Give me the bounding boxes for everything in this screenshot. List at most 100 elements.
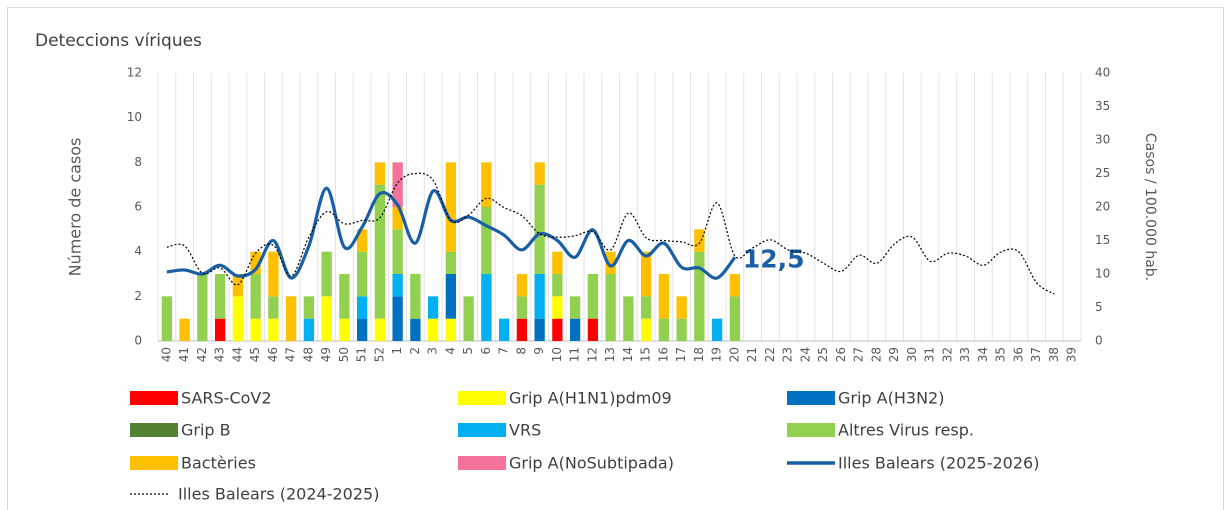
- legend-label: VRS: [509, 421, 541, 440]
- bar-segment: [516, 296, 528, 319]
- bar-segment: [534, 318, 545, 341]
- x-tick-label: 27: [852, 347, 866, 362]
- y-tick-label: 0: [134, 334, 142, 348]
- legend-swatch: [787, 423, 835, 437]
- x-tick-label: 22: [763, 347, 777, 362]
- bar-segment: [410, 318, 421, 341]
- legend-swatch: [130, 423, 178, 437]
- x-tick-label: 7: [497, 347, 511, 355]
- y-tick-label: 8: [134, 155, 142, 169]
- x-tick-label: 16: [656, 347, 670, 362]
- legend-label: Illes Balears (2025-2026): [838, 454, 1039, 473]
- legend-swatch: [458, 391, 506, 405]
- x-tick-label: 14: [621, 347, 635, 362]
- bar-segment: [250, 274, 261, 319]
- bar-segment: [392, 162, 403, 207]
- legend-label: Grip A(H3N2): [838, 389, 944, 408]
- x-tick-label: 15: [639, 347, 653, 362]
- y2-axis-label: Casos / 100.000 hab.: [1142, 133, 1158, 281]
- bar-segment: [427, 296, 439, 319]
- x-tick-label: 51: [355, 347, 369, 362]
- bar-segment: [445, 318, 457, 341]
- legend-label: Grip A(NoSubtipada): [509, 454, 674, 473]
- y2-tick-label: 35: [1095, 99, 1110, 113]
- x-tick-label: 31: [923, 347, 937, 362]
- x-tick-label: 2: [408, 347, 422, 355]
- x-tick-label: 40: [159, 347, 173, 362]
- x-tick-label: 21: [745, 347, 759, 362]
- bar-segment: [392, 274, 403, 297]
- x-tick-label: 43: [213, 347, 227, 362]
- legend-label: Illes Balears (2024-2025): [178, 485, 379, 504]
- bar-segment: [605, 274, 616, 341]
- bar-segment: [658, 274, 670, 319]
- x-tick-label: 17: [674, 347, 688, 362]
- bar-segment: [463, 296, 474, 341]
- legend-swatch: [458, 423, 506, 437]
- bar-segment: [481, 274, 492, 341]
- bar-segment: [427, 318, 439, 341]
- y-tick-label: 2: [134, 289, 142, 303]
- legend-swatch: [787, 391, 835, 405]
- bar-segment: [250, 251, 261, 274]
- x-tick-label: 47: [284, 347, 298, 362]
- legend-swatch: [130, 391, 178, 405]
- x-tick-label: 38: [1047, 347, 1061, 362]
- x-tick-label: 19: [710, 347, 724, 362]
- bar-segment: [339, 318, 350, 341]
- bar-segment: [481, 207, 492, 274]
- y2-tick-label: 40: [1095, 66, 1110, 80]
- x-tick-label: 24: [798, 347, 812, 362]
- bar-segment: [498, 318, 510, 341]
- bar-segment: [623, 296, 634, 341]
- bar-segment: [534, 162, 545, 185]
- x-tick-label: 52: [372, 347, 386, 362]
- bar-segment: [587, 274, 599, 319]
- bar-segment: [569, 318, 581, 341]
- bar-segment: [516, 318, 528, 341]
- bar-segment: [552, 251, 563, 274]
- x-tick-label: 20: [727, 347, 741, 362]
- x-tick-label: 25: [816, 347, 830, 362]
- bar-segment: [640, 296, 652, 319]
- x-tick-label: 42: [195, 347, 209, 362]
- bar-segment: [445, 251, 457, 274]
- bar-segment: [214, 318, 226, 341]
- bar-segment: [658, 318, 670, 341]
- x-tick-label: 35: [994, 347, 1008, 362]
- bar-segment: [321, 251, 332, 297]
- bar-segment: [374, 162, 386, 185]
- legend-label: Bactèries: [181, 454, 256, 473]
- legend-label: Grip A(H1N1)pdm09: [509, 389, 672, 408]
- data-label: 12,5: [743, 244, 805, 273]
- y2-tick-label: 30: [1095, 133, 1110, 147]
- y2-tick-label: 20: [1095, 200, 1110, 214]
- legend-label: Altres Virus resp.: [838, 421, 974, 440]
- bar-segment: [268, 251, 279, 297]
- x-tick-label: 10: [550, 347, 564, 362]
- x-tick-label: 4: [443, 347, 457, 355]
- chart-title: Deteccions víriques: [35, 31, 202, 51]
- bar-segment: [516, 274, 528, 297]
- bar-segment: [481, 162, 492, 207]
- y-tick-label: 6: [134, 200, 142, 214]
- bar-segment: [552, 274, 563, 297]
- bar-segment: [640, 318, 652, 341]
- bar-segment: [339, 274, 350, 319]
- x-tick-label: 30: [905, 347, 919, 362]
- bar-segment: [676, 296, 687, 319]
- bar-segment: [552, 318, 563, 341]
- x-tick-label: 3: [426, 347, 440, 355]
- x-tick-label: 5: [461, 347, 475, 355]
- bar-segment: [374, 184, 386, 319]
- bar-segment: [356, 318, 368, 341]
- bar-segment: [729, 274, 741, 297]
- x-tick-label: 37: [1029, 347, 1043, 362]
- x-tick-label: 8: [514, 347, 528, 355]
- x-tick-label: 12: [585, 347, 599, 362]
- bar-segment: [694, 229, 705, 252]
- x-tick-label: 34: [976, 347, 990, 362]
- bar-segment: [640, 251, 652, 297]
- x-tick-label: 33: [958, 347, 972, 362]
- x-tick-label: 13: [603, 347, 617, 362]
